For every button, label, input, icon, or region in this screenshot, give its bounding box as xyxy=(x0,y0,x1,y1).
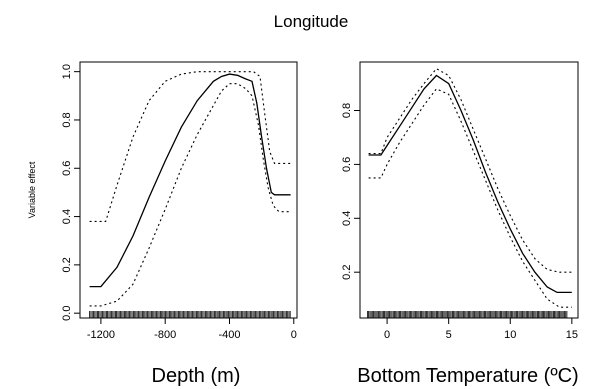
series-lower-bottom-temperature xyxy=(368,88,572,308)
rug-bottom-temperature xyxy=(366,311,568,318)
y-tick-label-depth: 0.4 xyxy=(61,209,73,224)
y-tick-label-bottom-temperature: 0.4 xyxy=(341,211,353,226)
y-tick-label-bottom-temperature: 0.6 xyxy=(341,157,353,172)
series-estimate-bottom-temperature xyxy=(368,74,572,294)
x-tick-label-bottom-temperature: 10 xyxy=(504,329,516,341)
series-upper-bottom-temperature xyxy=(368,67,572,273)
series-upper-depth xyxy=(89,71,291,222)
y-tick-label-depth: 0.0 xyxy=(61,306,73,321)
figure-title: Longitude xyxy=(274,12,349,31)
x-tick-label-depth: -800 xyxy=(154,329,176,341)
x-tick-label-bottom-temperature: 0 xyxy=(384,329,390,341)
panel-depth: Variable effect Depth (m) -1200 -800 -400 0… xyxy=(27,61,298,387)
x-tick-label-bottom-temperature: 15 xyxy=(566,329,578,341)
panel-bottom-temperature: Bottom Temperature (ºC) 0 5 10 15 0.2 0.4 0.6 0… xyxy=(341,61,579,387)
y-tick-label-bottom-temperature: 0.8 xyxy=(341,103,353,118)
x-tick-label-bottom-temperature: 5 xyxy=(446,329,452,341)
series-lower-depth xyxy=(89,83,291,307)
y-tick-label-depth: 0.8 xyxy=(61,112,73,127)
x-tick-label-depth: 0 xyxy=(291,329,297,341)
x-tick-label-depth: -1200 xyxy=(87,329,115,341)
x-tick-label-depth: -400 xyxy=(218,329,240,341)
y-tick-label-depth: 1.0 xyxy=(61,64,73,79)
y-tick-label-depth: 0.2 xyxy=(61,257,73,272)
plot-frame-depth xyxy=(79,61,298,319)
y-axis-label-depth: Variable effect xyxy=(27,161,37,218)
rug-depth xyxy=(89,311,291,318)
x-axis-label-bottom-temperature: Bottom Temperature (ºC) xyxy=(357,365,578,387)
x-axis-label-depth: Depth (m) xyxy=(152,365,241,387)
y-tick-label-depth: 0.6 xyxy=(61,161,73,176)
plot-frame-bottom-temperature xyxy=(359,61,579,319)
series-estimate-depth xyxy=(89,73,291,288)
y-tick-label-bottom-temperature: 0.2 xyxy=(341,265,353,280)
